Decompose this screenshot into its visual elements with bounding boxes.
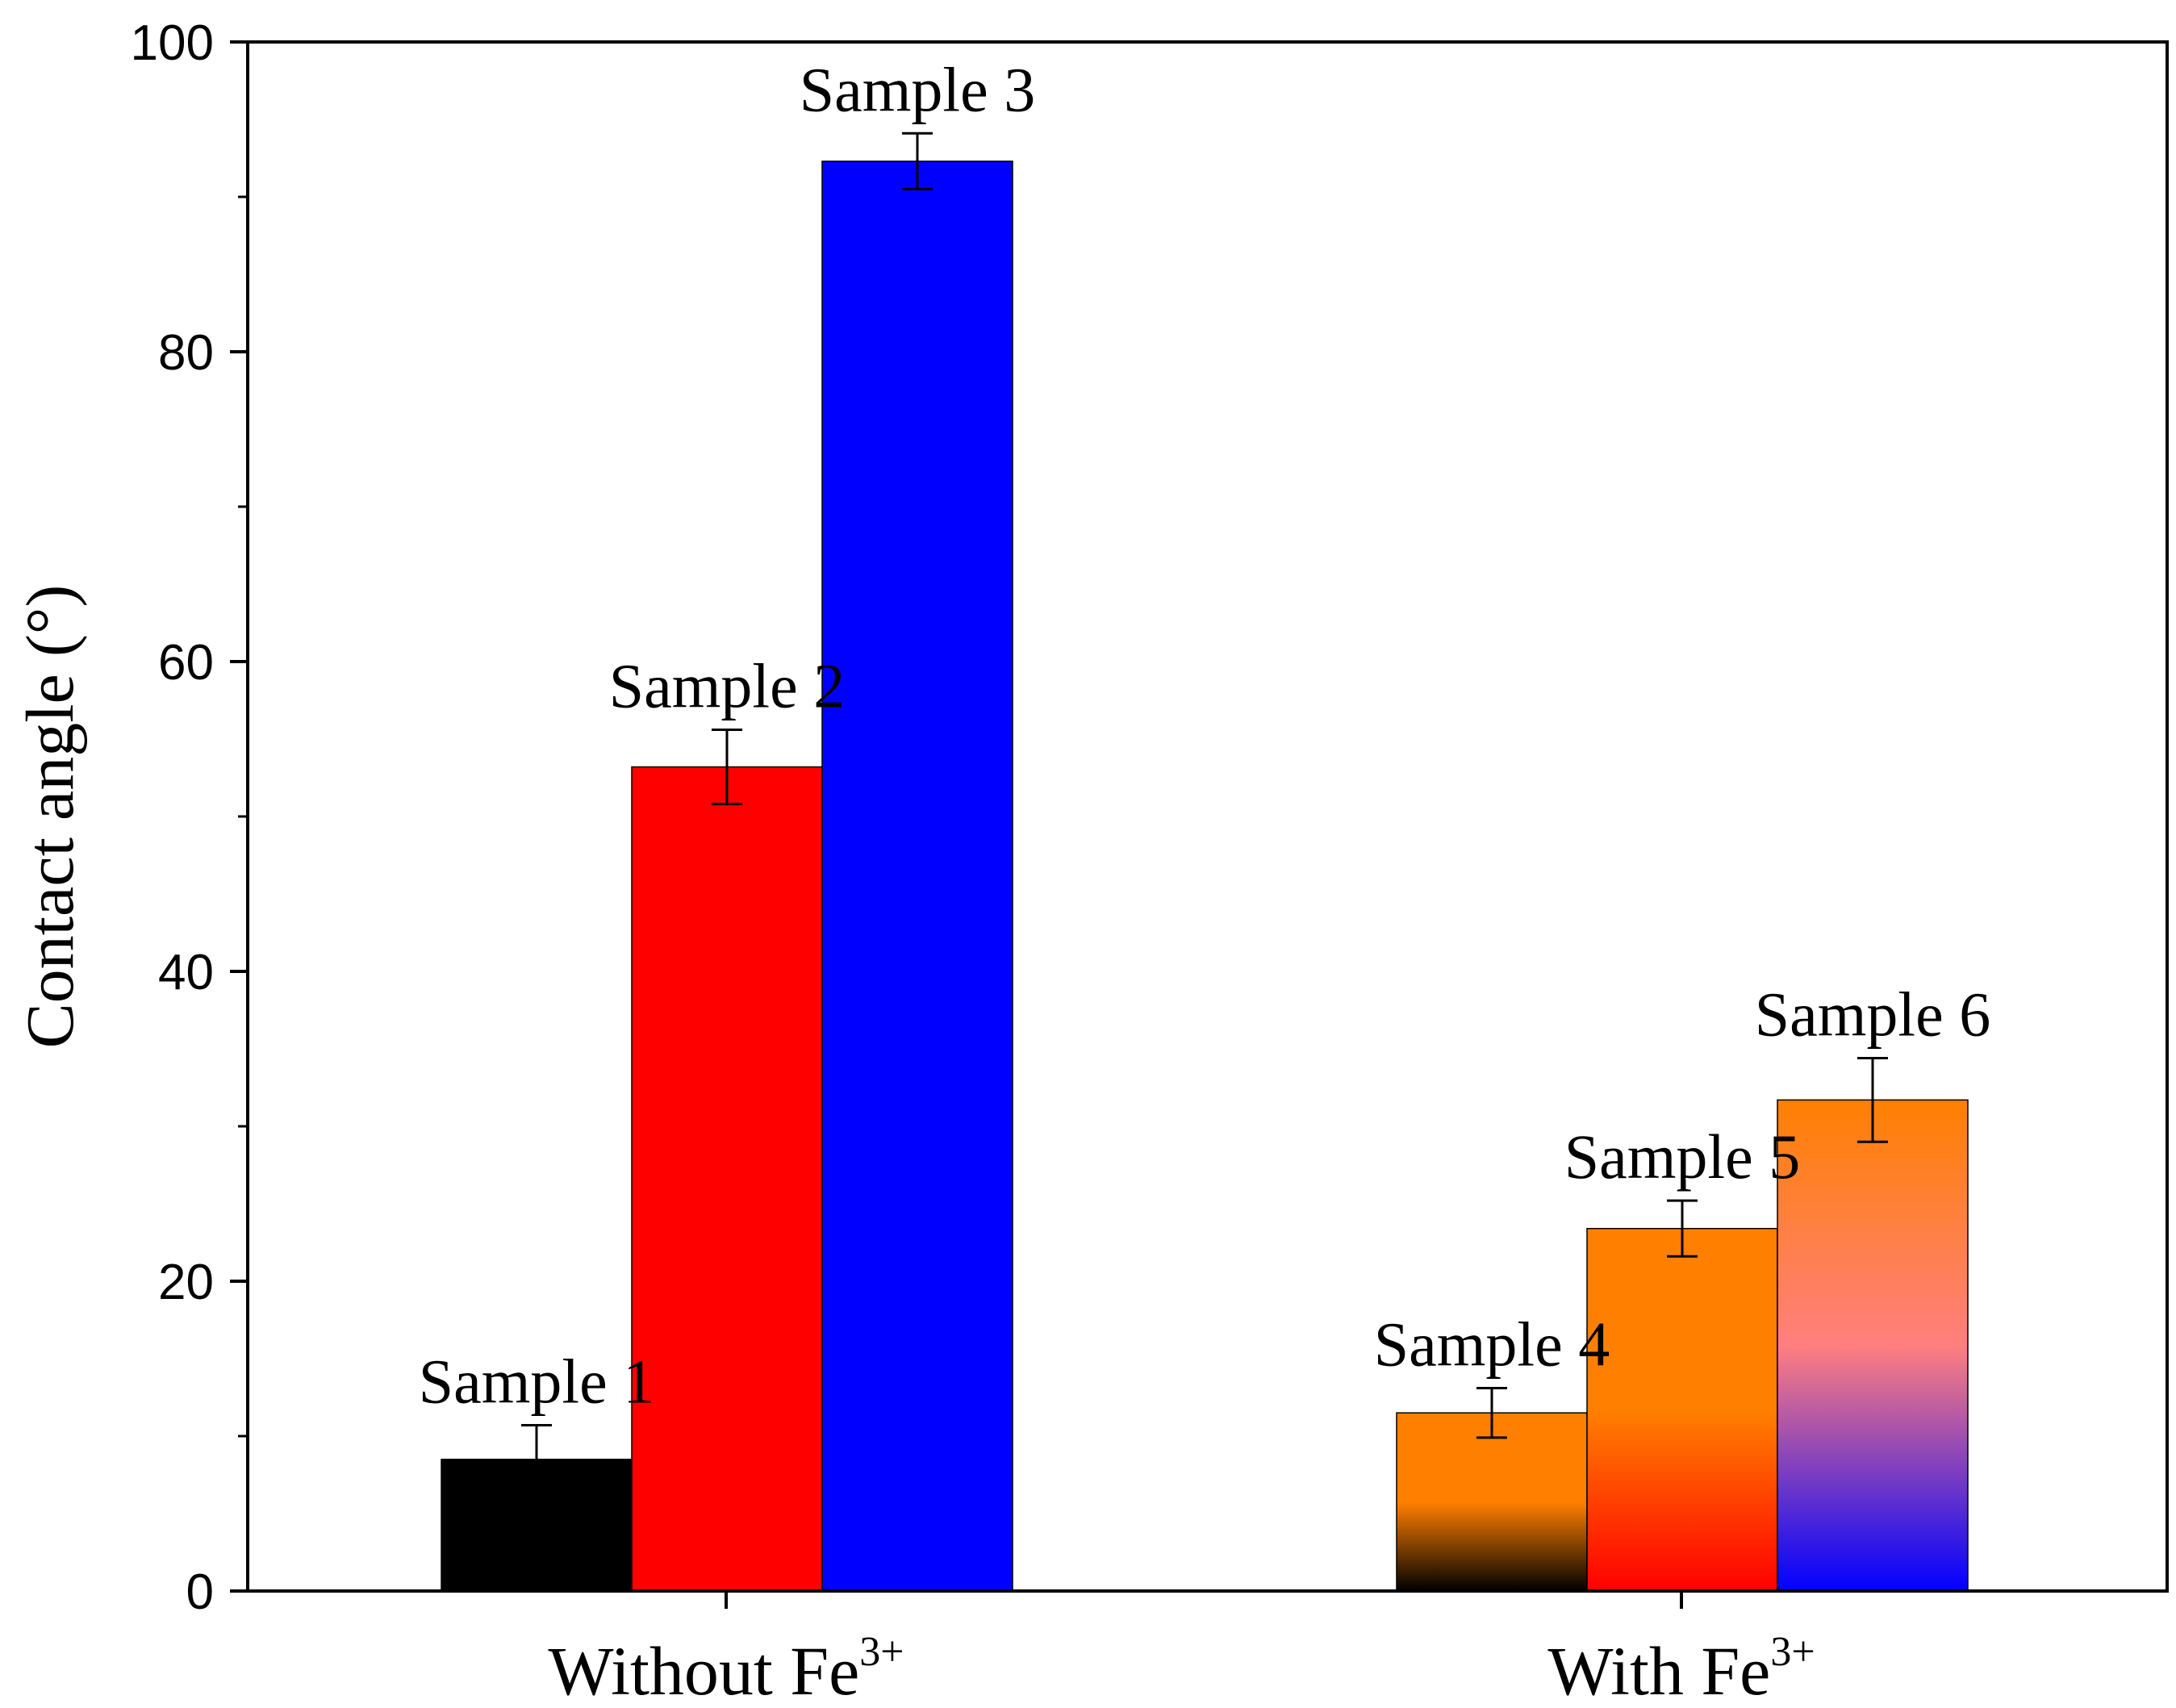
bar-sample-5 [1586,1227,1778,1592]
y-tick-label: 60 [158,635,214,691]
x-category-label-without-fe: Without Fe3+ [548,1629,904,1708]
bar-label-sample-2: Sample 2 [609,650,845,720]
bar-sample-4 [1396,1412,1588,1592]
y-tick-label: 100 [131,15,214,71]
error-bar-sample-5 [1667,1199,1698,1258]
x-category-superscript: 3+ [859,1629,904,1675]
bar-label-sample-1: Sample 1 [419,1347,654,1417]
error-bar-sample-1 [521,1424,552,1495]
bar-labels-layer: Sample 1 Sample 2 Sample 3 Sample 4 Sample 5… [419,54,1990,1416]
error-bar-sample-4 [1476,1386,1507,1439]
error-bar-sample-2 [712,728,742,806]
x-category-superscript: 3+ [1770,1629,1815,1675]
error-bar-sample-6 [1857,1057,1888,1143]
bar-sample-3 [821,161,1013,1592]
bar-label-sample-6: Sample 6 [1755,979,1990,1050]
error-bars-layer [521,132,1888,1495]
bar-label-sample-3: Sample 3 [800,54,1035,124]
bar-label-sample-4: Sample 4 [1374,1309,1610,1379]
x-category-label-with-fe: With Fe3+ [1547,1629,1815,1708]
y-tick-label: 80 [158,325,214,381]
bars-layer [441,161,1969,1592]
y-axis: 0 20 40 60 80 100 [131,15,248,1620]
error-bar-sample-3 [902,132,933,190]
bar-sample-6 [1777,1099,1969,1592]
bar-label-sample-5: Sample 5 [1564,1121,1800,1192]
y-axis-title: Contact angle (°) [13,585,88,1049]
y-tick-label: 40 [158,945,214,1000]
y-tick-label: 20 [158,1255,214,1310]
x-axis: Without Fe3+ With Fe3+ [548,1591,1815,1708]
y-tick-label: 0 [186,1564,214,1620]
bar-sample-2 [631,766,823,1592]
